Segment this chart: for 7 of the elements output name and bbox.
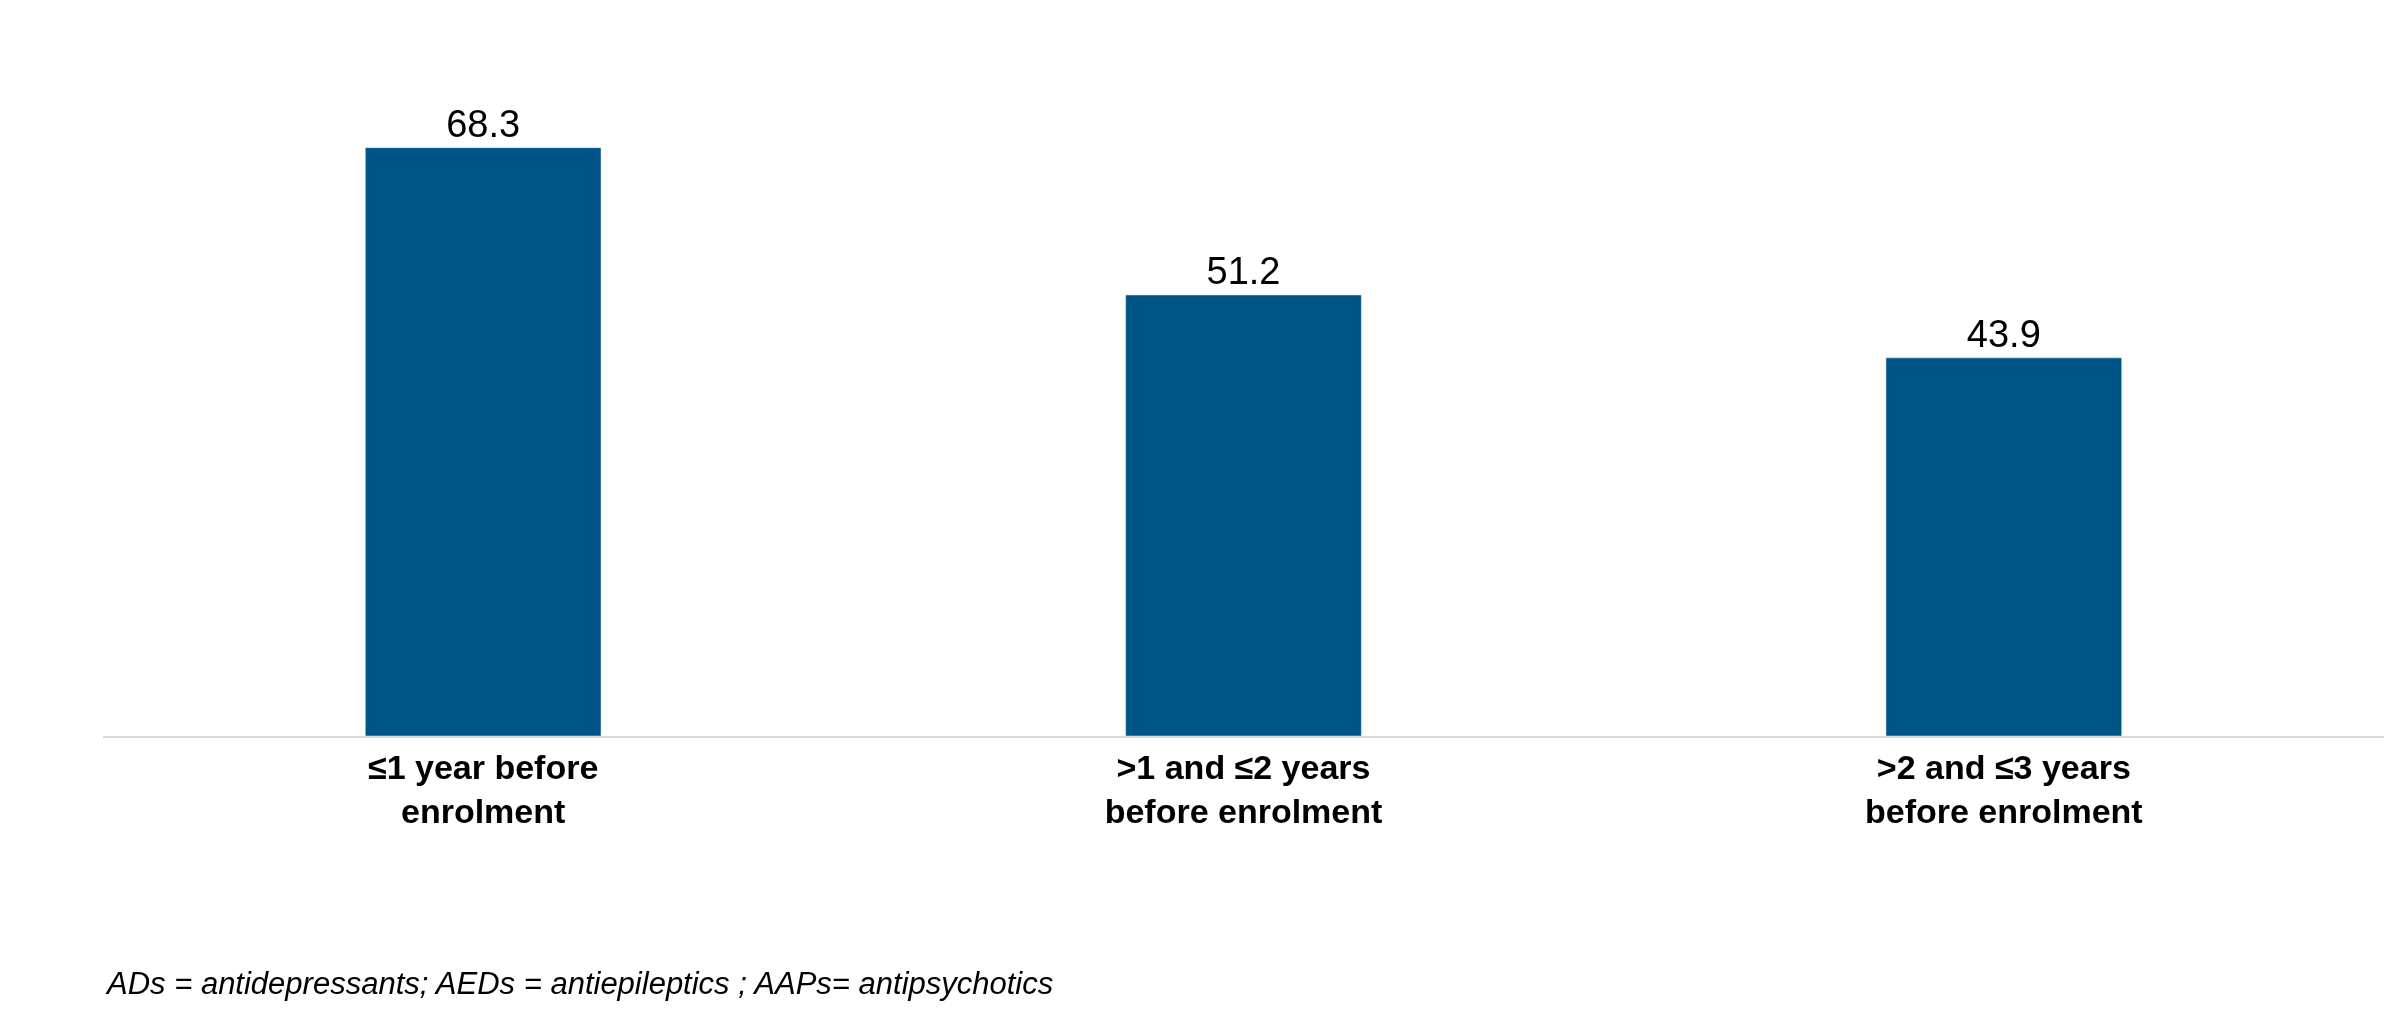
data-label: 51.2 bbox=[1206, 249, 1281, 292]
text: ADs = antidepressants; AEDs = antiepileptics ; AAPs= antipsychotics bbox=[105, 966, 1054, 1001]
x-tick-label: ≤1 year before enrolment bbox=[368, 747, 599, 830]
x-tick-label: >1 and ≤2 years before enrolment bbox=[1104, 747, 1383, 830]
data-label: 68.3 bbox=[446, 102, 521, 145]
x-tick-label: >2 and ≤3 years before enrolment bbox=[1864, 747, 2143, 830]
data-label: 43.9 bbox=[1966, 312, 2041, 355]
